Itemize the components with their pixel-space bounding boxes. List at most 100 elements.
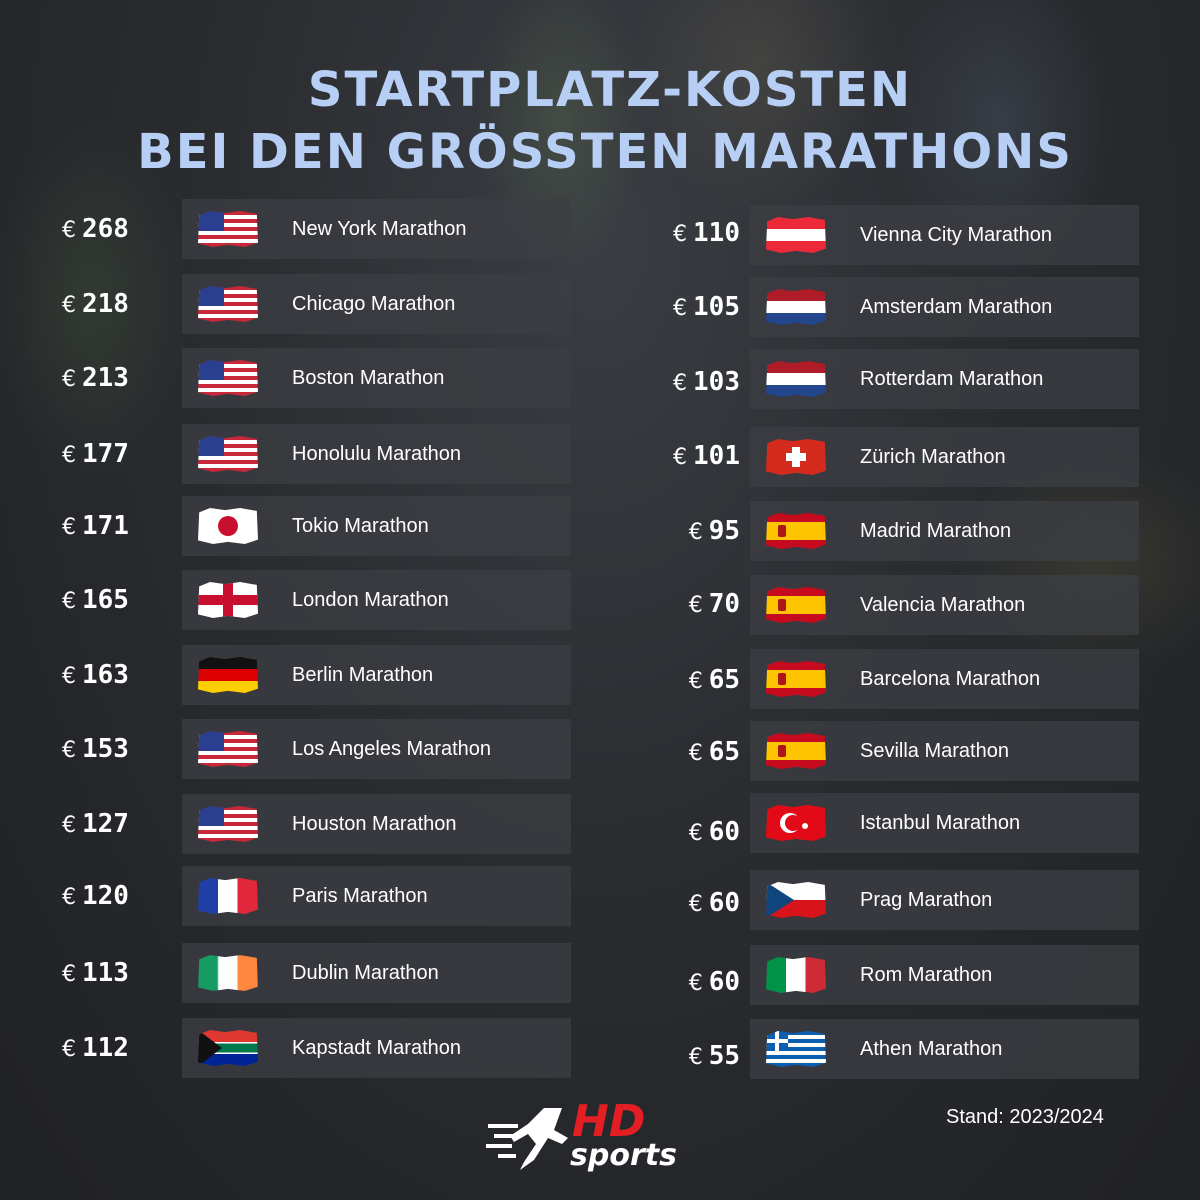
marathon-card: Sevilla Marathon [750, 721, 1139, 781]
price-value: 60 [708, 888, 740, 918]
marathon-card: Istanbul Marathon [750, 793, 1139, 853]
marathon-row: €171 Tokio Marathon [0, 496, 1200, 556]
marathon-card: Chicago Marathon [182, 274, 571, 334]
entry-price: €110 [650, 203, 740, 263]
marathon-name: Tokio Marathon [292, 515, 429, 537]
marathon-card: Vienna City Marathon [750, 205, 1139, 265]
entry-price: €60 [650, 952, 740, 1012]
currency-symbol: € [62, 293, 76, 318]
entry-price: €120 [62, 866, 172, 926]
entry-price: €153 [62, 719, 172, 779]
price-value: 163 [82, 660, 129, 690]
currency-symbol: € [62, 1037, 76, 1062]
runner-logo-icon [486, 1108, 568, 1170]
price-value: 65 [708, 665, 740, 695]
ger-flag-icon [198, 657, 258, 693]
currency-symbol: € [62, 664, 76, 689]
entry-price: €113 [62, 943, 172, 1003]
marathon-name: Kapstadt Marathon [292, 1037, 461, 1059]
usa-flag-icon [198, 286, 258, 322]
price-value: 127 [82, 809, 129, 839]
marathon-name: London Marathon [292, 589, 449, 611]
esp-flag-icon [766, 661, 826, 697]
currency-symbol: € [673, 296, 688, 321]
marathon-card: Dublin Marathon [182, 943, 571, 1003]
marathon-name: Madrid Marathon [860, 520, 1012, 542]
logo-sports-text: sports [570, 1138, 677, 1173]
marathon-card: Athen Marathon [750, 1019, 1139, 1079]
entry-price: €103 [650, 352, 740, 412]
entry-price: €127 [62, 794, 172, 854]
entry-price: €177 [62, 424, 172, 484]
marathon-name: Paris Marathon [292, 885, 428, 907]
entry-price: €65 [650, 722, 740, 782]
hd-sports-logo: HD sports [484, 1098, 724, 1178]
currency-symbol: € [688, 821, 703, 846]
title-line-2: BEI DEN GRÖSSTEN MARATHONS [137, 124, 1073, 181]
currency-symbol: € [62, 367, 76, 392]
currency-symbol: € [62, 515, 76, 540]
entry-price: €60 [650, 873, 740, 933]
price-value: 105 [693, 292, 740, 322]
marathon-name: Zürich Marathon [860, 446, 1006, 468]
marathon-name: Houston Marathon [292, 813, 457, 835]
marathon-row: €95 Madrid Marathon [0, 501, 1200, 561]
marathon-card: Kapstadt Marathon [182, 1018, 571, 1078]
marathon-name: Athen Marathon [860, 1038, 1003, 1060]
marathon-card: London Marathon [182, 570, 571, 630]
marathon-row: €213 Boston Marathon [0, 348, 1200, 408]
price-value: 55 [708, 1041, 740, 1071]
marathon-row: €268 New York Marathon [0, 199, 1200, 259]
aut-flag-icon [766, 217, 826, 253]
marathon-name: Berlin Marathon [292, 664, 434, 686]
currency-symbol: € [673, 445, 688, 470]
entry-price: €165 [62, 570, 172, 630]
marathon-name: New York Marathon [292, 218, 467, 240]
currency-symbol: € [62, 738, 76, 763]
entry-price: €60 [650, 802, 740, 862]
ned-flag-icon [766, 289, 826, 325]
currency-symbol: € [62, 443, 76, 468]
marathon-name: Dublin Marathon [292, 962, 439, 984]
entry-price: €101 [650, 426, 740, 486]
currency-symbol: € [688, 971, 703, 996]
entry-price: €218 [62, 274, 172, 334]
currency-symbol: € [688, 593, 703, 618]
marathon-card: Rom Marathon [750, 945, 1139, 1005]
currency-symbol: € [688, 741, 703, 766]
marathon-card: Prag Marathon [750, 870, 1139, 930]
eng-flag-icon [198, 582, 258, 618]
price-value: 113 [82, 958, 129, 988]
entry-price: €268 [62, 199, 172, 259]
price-value: 95 [708, 516, 740, 546]
marathon-row: €218 Chicago Marathon [0, 274, 1200, 334]
esp-flag-icon [766, 513, 826, 549]
price-value: 65 [708, 737, 740, 767]
price-value: 103 [693, 367, 740, 397]
ned-flag-icon [766, 361, 826, 397]
currency-symbol: € [688, 520, 703, 545]
marathon-name: Vienna City Marathon [860, 224, 1052, 246]
ita-flag-icon [766, 957, 826, 993]
marathon-name: Boston Marathon [292, 367, 445, 389]
price-value: 165 [82, 585, 129, 615]
usa-flag-icon [198, 211, 258, 247]
marathon-row: €113 Dublin Marathon [0, 943, 1200, 1003]
irl-flag-icon [198, 955, 258, 991]
marathon-row: €70 Valencia Marathon [0, 575, 1200, 635]
entry-price: €112 [62, 1018, 172, 1078]
marathon-row: €65 Barcelona Marathon [0, 649, 1200, 709]
page-title: STARTPLATZ-KOSTEN BEI DEN GRÖSSTEN MARAT… [0, 59, 1200, 183]
marathon-row: €60 Istanbul Marathon [0, 793, 1200, 853]
marathon-name: Chicago Marathon [292, 293, 456, 315]
entry-price: €105 [650, 277, 740, 337]
marathon-name: Barcelona Marathon [860, 668, 1041, 690]
currency-symbol: € [62, 813, 76, 838]
marathon-card: Zürich Marathon [750, 427, 1139, 487]
marathon-row: €112 Kapstadt Marathon [0, 1018, 1200, 1078]
currency-symbol: € [62, 218, 76, 243]
marathon-card: Barcelona Marathon [750, 649, 1139, 709]
marathon-row: €127 Houston Marathon [0, 794, 1200, 854]
marathon-card: Rotterdam Marathon [750, 349, 1139, 409]
marathon-name: Prag Marathon [860, 889, 993, 911]
